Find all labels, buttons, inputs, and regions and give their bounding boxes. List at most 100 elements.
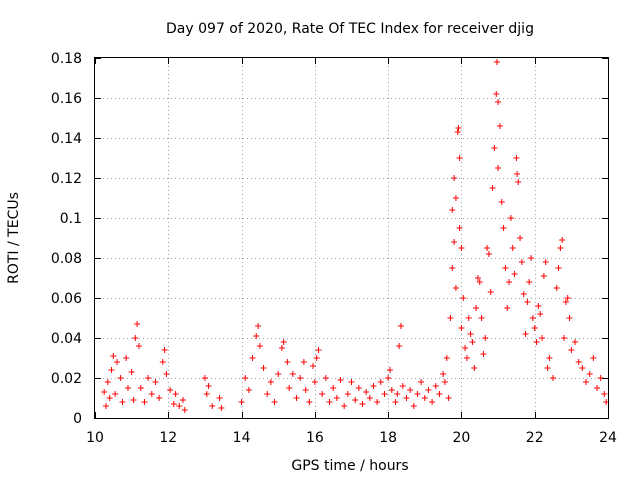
data-point — [511, 271, 518, 277]
data-point — [141, 399, 148, 405]
x-tick-label: 12 — [159, 430, 177, 446]
data-point — [485, 251, 492, 257]
data-point — [601, 391, 608, 397]
data-point — [388, 387, 395, 393]
data-point — [467, 331, 474, 337]
data-point — [302, 387, 309, 393]
data-point — [135, 343, 142, 349]
data-point — [568, 347, 575, 353]
data-point — [518, 259, 525, 265]
data-point — [238, 399, 245, 405]
data-point — [101, 389, 108, 395]
data-point — [363, 389, 370, 395]
data-point — [209, 403, 216, 409]
data-point — [124, 385, 131, 391]
data-point — [300, 359, 307, 365]
data-point — [132, 335, 139, 341]
data-point — [218, 405, 225, 411]
data-point — [506, 279, 513, 285]
data-point — [507, 215, 514, 221]
data-point — [407, 387, 414, 393]
data-point — [163, 371, 170, 377]
data-point — [377, 379, 384, 385]
data-point — [145, 375, 152, 381]
data-point — [531, 325, 538, 331]
data-point — [414, 391, 421, 397]
data-point — [537, 311, 544, 317]
data-point — [106, 395, 113, 401]
data-point — [355, 385, 362, 391]
y-tick-label: 0.16 — [51, 91, 82, 107]
data-point — [113, 359, 120, 365]
data-point — [463, 355, 470, 361]
data-point — [130, 397, 137, 403]
data-point — [515, 179, 522, 185]
data-point — [286, 385, 293, 391]
data-point — [201, 375, 208, 381]
data-point — [260, 365, 267, 371]
y-tick-label: 0 — [73, 411, 82, 427]
data-point — [148, 391, 155, 397]
data-point — [104, 379, 111, 385]
data-point — [562, 299, 569, 305]
data-point — [555, 265, 562, 271]
data-point — [495, 165, 502, 171]
y-tick-label: 0.06 — [51, 291, 82, 307]
data-point — [348, 379, 355, 385]
data-point — [181, 407, 188, 413]
x-tick-label: 18 — [379, 430, 397, 446]
data-point — [579, 365, 586, 371]
data-point — [137, 385, 144, 391]
data-point — [539, 335, 546, 341]
data-point — [522, 331, 529, 337]
x-axis-label: GPS time / hours — [291, 458, 408, 474]
data-point — [102, 403, 109, 409]
data-point — [429, 399, 436, 405]
data-point — [566, 315, 573, 321]
data-point — [311, 379, 318, 385]
data-point — [546, 355, 553, 361]
plot-frame — [94, 57, 609, 419]
data-point — [594, 385, 601, 391]
data-point — [529, 315, 536, 321]
data-point — [176, 403, 183, 409]
data-point — [326, 399, 333, 405]
data-point — [504, 305, 511, 311]
data-point — [476, 279, 483, 285]
data-point — [366, 395, 373, 401]
data-point — [520, 291, 527, 297]
data-point — [436, 391, 443, 397]
data-point — [313, 355, 320, 361]
data-point — [359, 401, 366, 407]
data-point — [112, 391, 119, 397]
data-point — [564, 295, 571, 301]
data-point — [156, 395, 163, 401]
data-point — [469, 339, 476, 345]
data-point — [451, 239, 458, 245]
data-point — [123, 355, 130, 361]
data-point — [473, 305, 480, 311]
data-point — [482, 335, 489, 341]
x-tick-label: 24 — [599, 430, 617, 446]
x-tick-label: 22 — [526, 430, 544, 446]
data-point — [315, 347, 322, 353]
data-point — [443, 355, 450, 361]
data-point — [561, 335, 568, 341]
data-point — [465, 315, 472, 321]
data-point — [396, 343, 403, 349]
data-point — [449, 265, 456, 271]
data-point — [280, 339, 287, 345]
data-point — [535, 303, 542, 309]
data-point — [418, 379, 425, 385]
data-point — [344, 391, 351, 397]
data-point — [496, 123, 503, 129]
y-tick-label: 0.08 — [51, 251, 82, 267]
y-tick-label: 0.14 — [51, 131, 82, 147]
data-point — [493, 59, 500, 65]
data-point — [517, 235, 524, 241]
data-point — [421, 395, 428, 401]
data-point — [500, 225, 507, 231]
data-point — [498, 199, 505, 205]
data-point — [583, 379, 590, 385]
data-point — [425, 387, 432, 393]
